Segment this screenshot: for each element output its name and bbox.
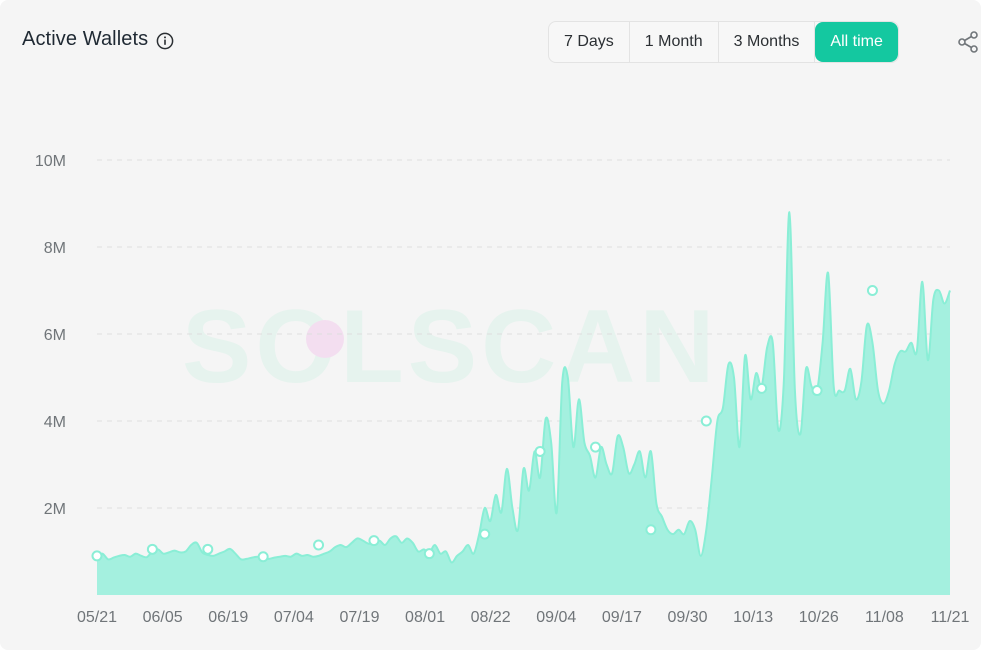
- data-point-marker[interactable]: [202, 543, 214, 555]
- x-tick-label: 05/21: [77, 609, 117, 626]
- share-icon[interactable]: [956, 30, 980, 54]
- data-point-marker[interactable]: [368, 535, 380, 547]
- y-tick-label: 10M: [35, 153, 66, 170]
- data-point-marker[interactable]: [479, 528, 491, 540]
- range-1-month-button[interactable]: 1 Month: [630, 22, 719, 62]
- y-tick-label: 2M: [44, 501, 66, 518]
- x-tick-label: 10/13: [733, 609, 773, 626]
- data-point-marker[interactable]: [590, 441, 602, 453]
- data-point-marker[interactable]: [423, 548, 435, 560]
- watermark-text: SOLSCAN: [182, 289, 718, 405]
- y-axis: 2M 4M 6M 8M 10M: [35, 153, 66, 518]
- data-point-marker[interactable]: [866, 285, 878, 296]
- data-point-marker[interactable]: [811, 385, 823, 397]
- data-markers: [91, 285, 878, 563]
- info-circle-icon[interactable]: [156, 32, 174, 50]
- chart-header: Active Wallets: [22, 28, 174, 51]
- x-tick-label: 07/04: [274, 609, 314, 626]
- series-area-fill: [97, 212, 950, 596]
- x-axis: 05/21 06/05 06/19 07/04 07/19 08/01 08/22 09/04…: [77, 609, 970, 626]
- y-tick-label: 8M: [44, 240, 66, 257]
- chart-title: Active Wallets: [22, 28, 149, 50]
- data-point-marker[interactable]: [534, 445, 546, 457]
- x-tick-label: 06/19: [208, 609, 248, 626]
- watermark: SOLSCAN: [182, 289, 718, 405]
- data-point-marker[interactable]: [146, 543, 158, 555]
- x-tick-label: 10/26: [799, 609, 839, 626]
- x-tick-label: 07/19: [339, 609, 379, 626]
- range-3-months-button[interactable]: 3 Months: [719, 22, 816, 62]
- data-point-marker[interactable]: [257, 551, 269, 563]
- x-tick-label: 06/05: [143, 609, 183, 626]
- x-tick-label: 08/22: [471, 609, 511, 626]
- data-point-marker[interactable]: [645, 524, 657, 536]
- x-tick-label: 11/21: [931, 609, 970, 626]
- x-tick-label: 08/01: [405, 609, 445, 626]
- data-point-marker[interactable]: [91, 550, 103, 562]
- y-tick-label: 4M: [44, 414, 66, 431]
- series-area: [96, 211, 951, 596]
- range-7-days-button[interactable]: 7 Days: [549, 22, 630, 62]
- series-line: [96, 211, 951, 564]
- y-tick-label: 6M: [44, 327, 66, 344]
- data-point-marker[interactable]: [700, 415, 712, 427]
- range-all-time-button[interactable]: All time: [815, 22, 898, 62]
- x-tick-label: 09/04: [536, 609, 576, 626]
- watermark-dot: [306, 320, 344, 358]
- x-tick-label: 09/17: [602, 609, 642, 626]
- time-range-selector: 7 Days 1 Month 3 Months All time: [548, 21, 899, 63]
- x-tick-label: 09/30: [668, 609, 708, 626]
- data-point-marker[interactable]: [313, 539, 325, 551]
- x-tick-label: 11/08: [865, 609, 904, 626]
- data-point-marker[interactable]: [756, 382, 768, 394]
